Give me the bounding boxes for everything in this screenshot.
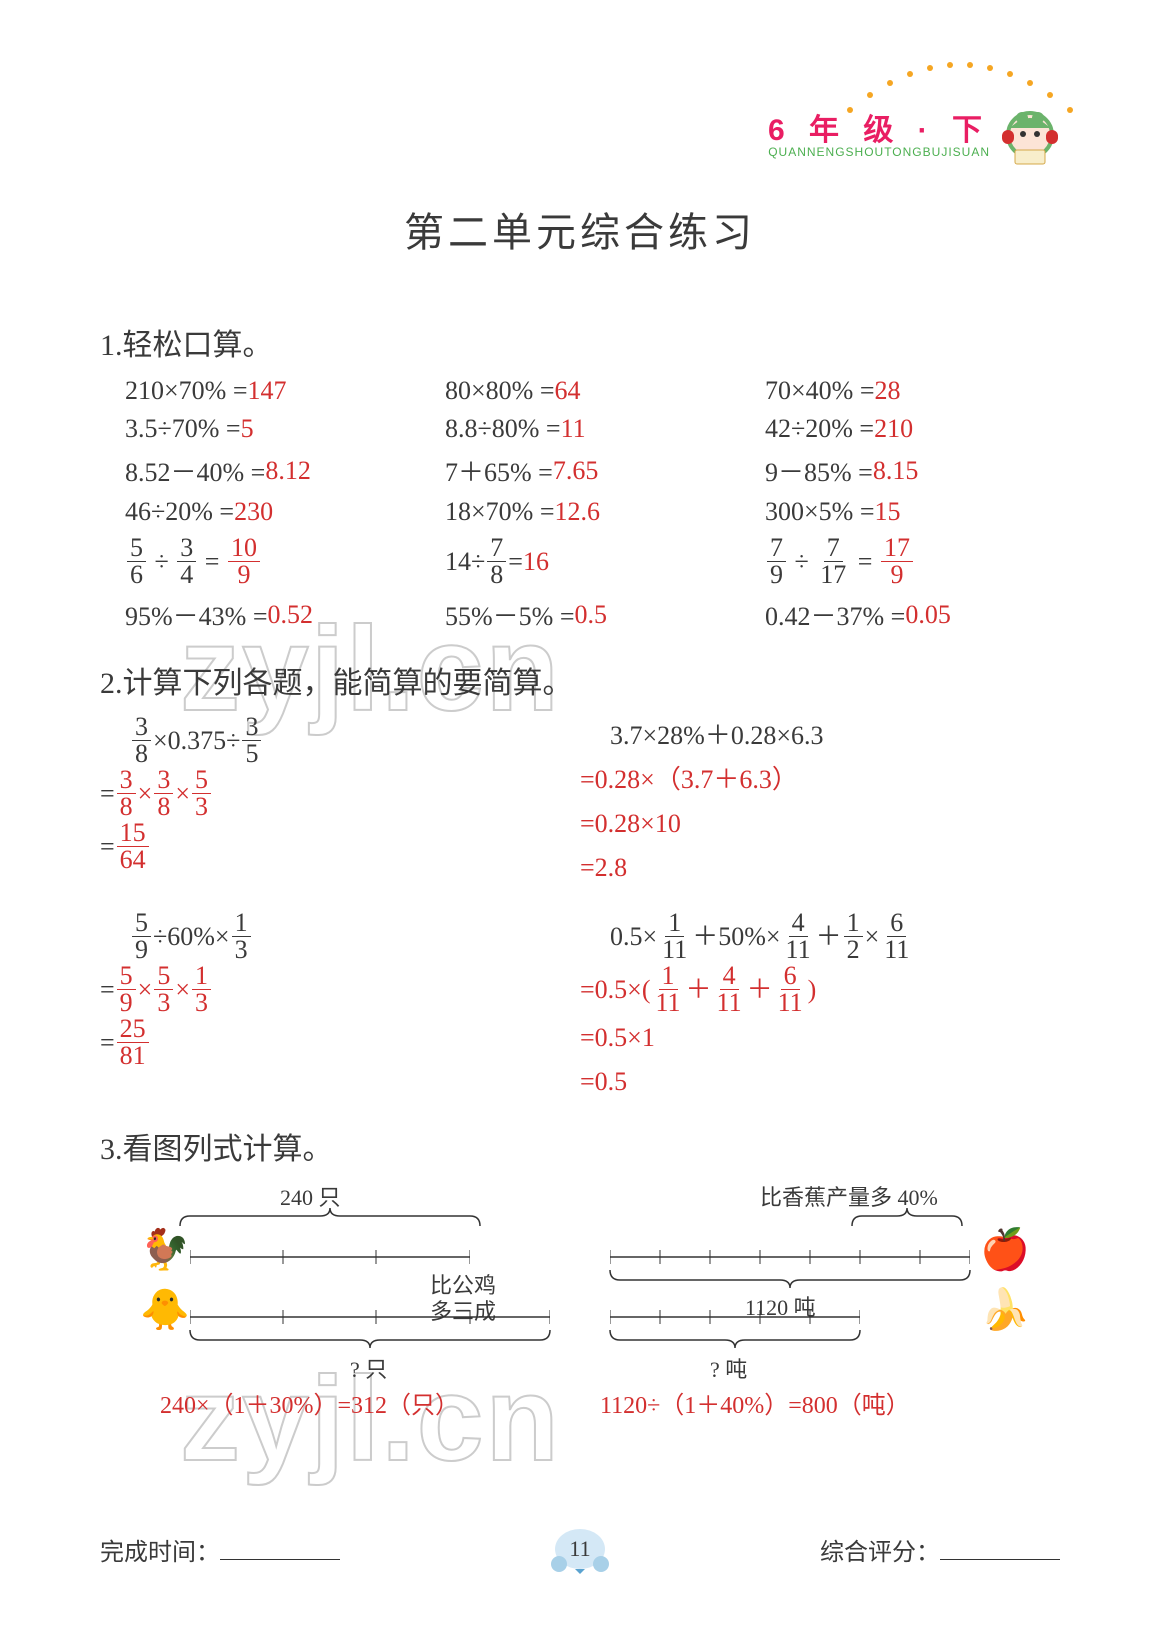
mascot-icon [990, 90, 1070, 170]
page-badge: 11 [545, 1524, 615, 1574]
calc-question: 38×0.375÷35 [100, 714, 580, 767]
calc-row: 95%－43% =0.5255%－5% =0.50.42－37% =0.05 [100, 596, 1060, 633]
calc-step: =0.28×（3.7＋6.3） [580, 758, 1060, 802]
calc-row: 3.5÷70% =58.8÷80% =1142÷20% =210 [100, 414, 1060, 444]
calc-question: 3.7×28%＋0.28×6.3 [580, 714, 1060, 758]
calc-cell: 300×5% =15 [740, 497, 1060, 527]
calc-question: 59÷60%×13 [100, 910, 580, 963]
calc-column: 0.5×111＋50%×411＋12×611=0.5×(111＋411＋611)… [580, 910, 1060, 1104]
score-label: 综合评分： [820, 1532, 1060, 1567]
calc-step: =0.5×(111＋411＋611) [580, 963, 1060, 1016]
time-label: 完成时间： [100, 1532, 340, 1567]
bracket-icon [610, 1328, 860, 1348]
page-number: 11 [569, 1536, 590, 1562]
segment-line [190, 1310, 550, 1324]
calc-step: = 38×38×53 [100, 767, 580, 820]
segment-line [610, 1250, 970, 1264]
subtitle-pinyin: QUANNENGSHOUTONGBUJISUAN [768, 145, 990, 159]
page-title: 第二单元综合练习 [0, 200, 1160, 258]
calc-cell: 9－85% =8.15 [740, 452, 1060, 489]
calc-cell: 55%－5% =0.5 [420, 596, 740, 633]
calc-column: 59÷60%×13= 59×53×13= 2581 [100, 910, 580, 1104]
diagram-right: 比香蕉产量多 40% 🍎 1120 吨 🍌 [580, 1180, 1060, 1430]
calc-step: =0.28×10 [580, 802, 1060, 846]
diag-q-label: ? 吨 [710, 1352, 747, 1384]
section3-heading: 3.看图列式计算。 [100, 1124, 1060, 1168]
diagrams-row: 240 只 🐓 比公鸡 多三成 🐥 ? 只 240 [100, 1180, 1060, 1430]
segment-line [190, 1250, 470, 1264]
calc-step: = 59×53×13 [100, 963, 580, 1016]
bracket-icon [190, 1328, 550, 1348]
bracket-icon [610, 1268, 970, 1288]
bracket-icon [180, 1208, 480, 1228]
calc-row: 56 ÷ 34 = 10914÷78 =1679 ÷ 717 = 179 [100, 535, 1060, 588]
section1-heading: 1.轻松口算。 [100, 320, 1060, 364]
calc-question: 0.5×111＋50%×411＋12×611 [580, 910, 1060, 963]
calc-step: =2.8 [580, 846, 1060, 890]
content-area: 1.轻松口算。 210×70% =14780×80% =6470×40% =28… [100, 300, 1060, 1430]
page-footer: 完成时间： 11 综合评分： [100, 1524, 1060, 1574]
calc-cell: 210×70% =147 [100, 376, 420, 406]
calc-cell: 0.42－37% =0.05 [740, 596, 1060, 633]
calc-step: =0.5×1 [580, 1016, 1060, 1060]
calc-step: =0.5 [580, 1060, 1060, 1104]
calc-row: 46÷20% =23018×70% =12.6300×5% =15 [100, 497, 1060, 527]
calc-problem-row: 38×0.375÷35= 38×38×53= 15643.7×28%＋0.28×… [100, 714, 1060, 890]
diag-answer: 240×（1＋30%）=312（只） [160, 1385, 459, 1420]
diagram-left: 240 只 🐓 比公鸡 多三成 🐥 ? 只 240 [100, 1180, 580, 1430]
calc-row: 210×70% =14780×80% =6470×40% =28 [100, 376, 1060, 406]
calc-cell: 79 ÷ 717 = 179 [740, 535, 1060, 588]
segment-line [610, 1310, 860, 1324]
calc-cell: 8.8÷80% =11 [420, 414, 740, 444]
apple-icon: 🍎 [980, 1230, 1030, 1270]
grade-label: 6 年 级 · 下 [768, 105, 990, 149]
calc-cell: 70×40% =28 [740, 376, 1060, 406]
bracket-icon [852, 1208, 962, 1228]
calc-problem-row: 59÷60%×13= 59×53×13= 25810.5×111＋50%×411… [100, 910, 1060, 1104]
calc-step: = 1564 [100, 820, 580, 873]
calc-cell: 18×70% =12.6 [420, 497, 740, 527]
calc-cell: 3.5÷70% =5 [100, 414, 420, 444]
calc-column: 3.7×28%＋0.28×6.3=0.28×（3.7＋6.3）=0.28×10=… [580, 714, 1060, 890]
calc-cell: 56 ÷ 34 = 109 [100, 535, 420, 588]
calc-cell: 7＋65% =7.65 [420, 452, 740, 489]
rooster-icon: 🐓 [140, 1230, 190, 1270]
diag-answer: 1120÷（1＋40%）=800（吨） [600, 1385, 910, 1420]
calc-cell: 8.52－40% =8.12 [100, 452, 420, 489]
calc-cell: 95%－43% =0.52 [100, 596, 420, 633]
calc-column: 38×0.375÷35= 38×38×53= 1564 [100, 714, 580, 890]
banana-icon: 🍌 [980, 1290, 1030, 1330]
calc-row: 8.52－40% =8.127＋65% =7.659－85% =8.15 [100, 452, 1060, 489]
chick-icon: 🐥 [140, 1290, 190, 1330]
calc-cell: 46÷20% =230 [100, 497, 420, 527]
calc-cell: 14÷78 =16 [420, 535, 740, 588]
calc-step: = 2581 [100, 1016, 580, 1069]
section2-heading: 2.计算下列各题，能简算的要简算。 [100, 658, 1060, 702]
calc-cell: 42÷20% =210 [740, 414, 1060, 444]
diag-q-label: ? 只 [350, 1352, 387, 1384]
calc-cell: 80×80% =64 [420, 376, 740, 406]
